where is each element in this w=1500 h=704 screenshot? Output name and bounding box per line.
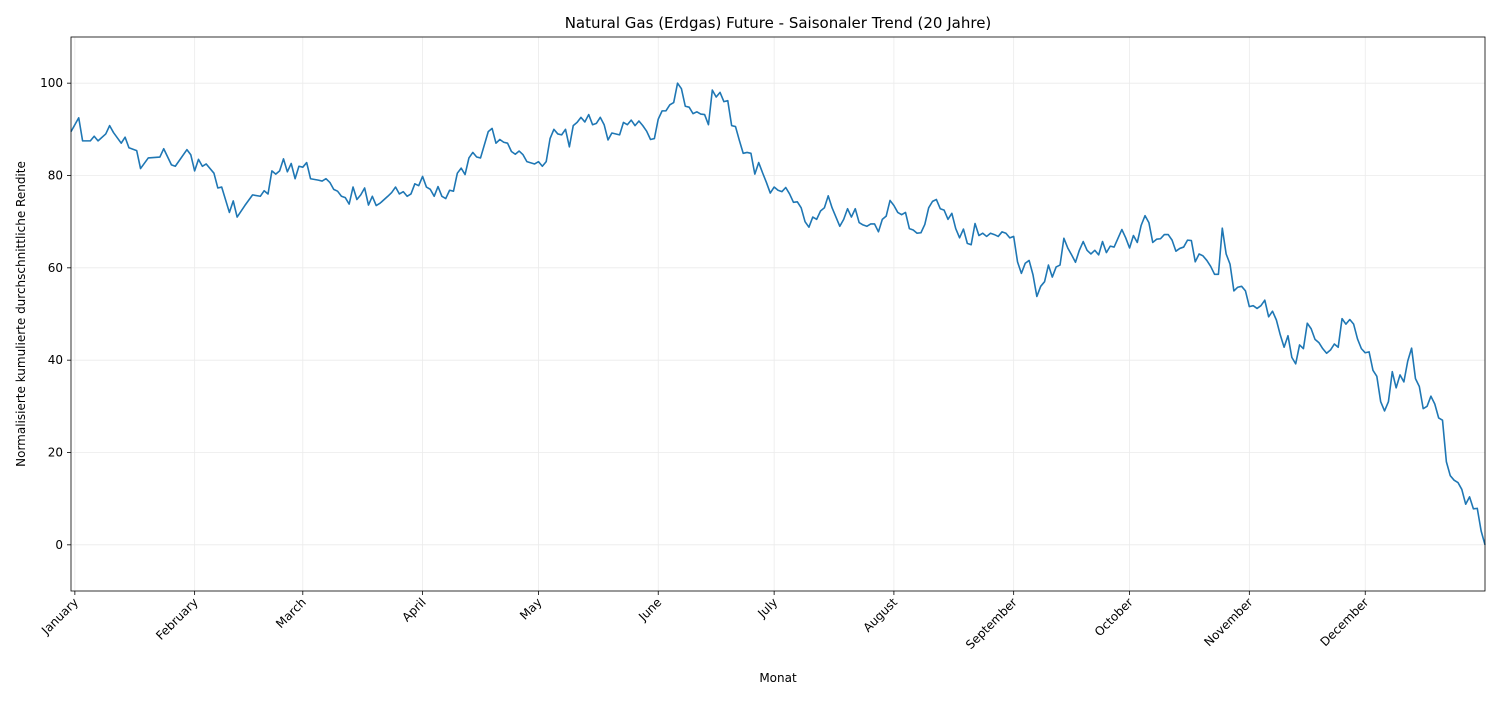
y-tick-label: 100 — [40, 76, 63, 90]
y-tick-label: 40 — [48, 353, 63, 367]
chart-title: Natural Gas (Erdgas) Future - Saisonaler… — [565, 14, 992, 32]
y-tick-label: 0 — [55, 538, 63, 552]
data-line — [70, 82, 1486, 546]
y-tick-label: 80 — [48, 169, 63, 183]
y-tick-label: 60 — [48, 261, 63, 275]
plot-frame — [70, 36, 1486, 592]
x-axis-label: Monat — [759, 671, 797, 685]
y-axis-label: Normalisierte kumulierte durchschnittlic… — [14, 161, 28, 467]
y-tick-label: 20 — [48, 446, 63, 460]
